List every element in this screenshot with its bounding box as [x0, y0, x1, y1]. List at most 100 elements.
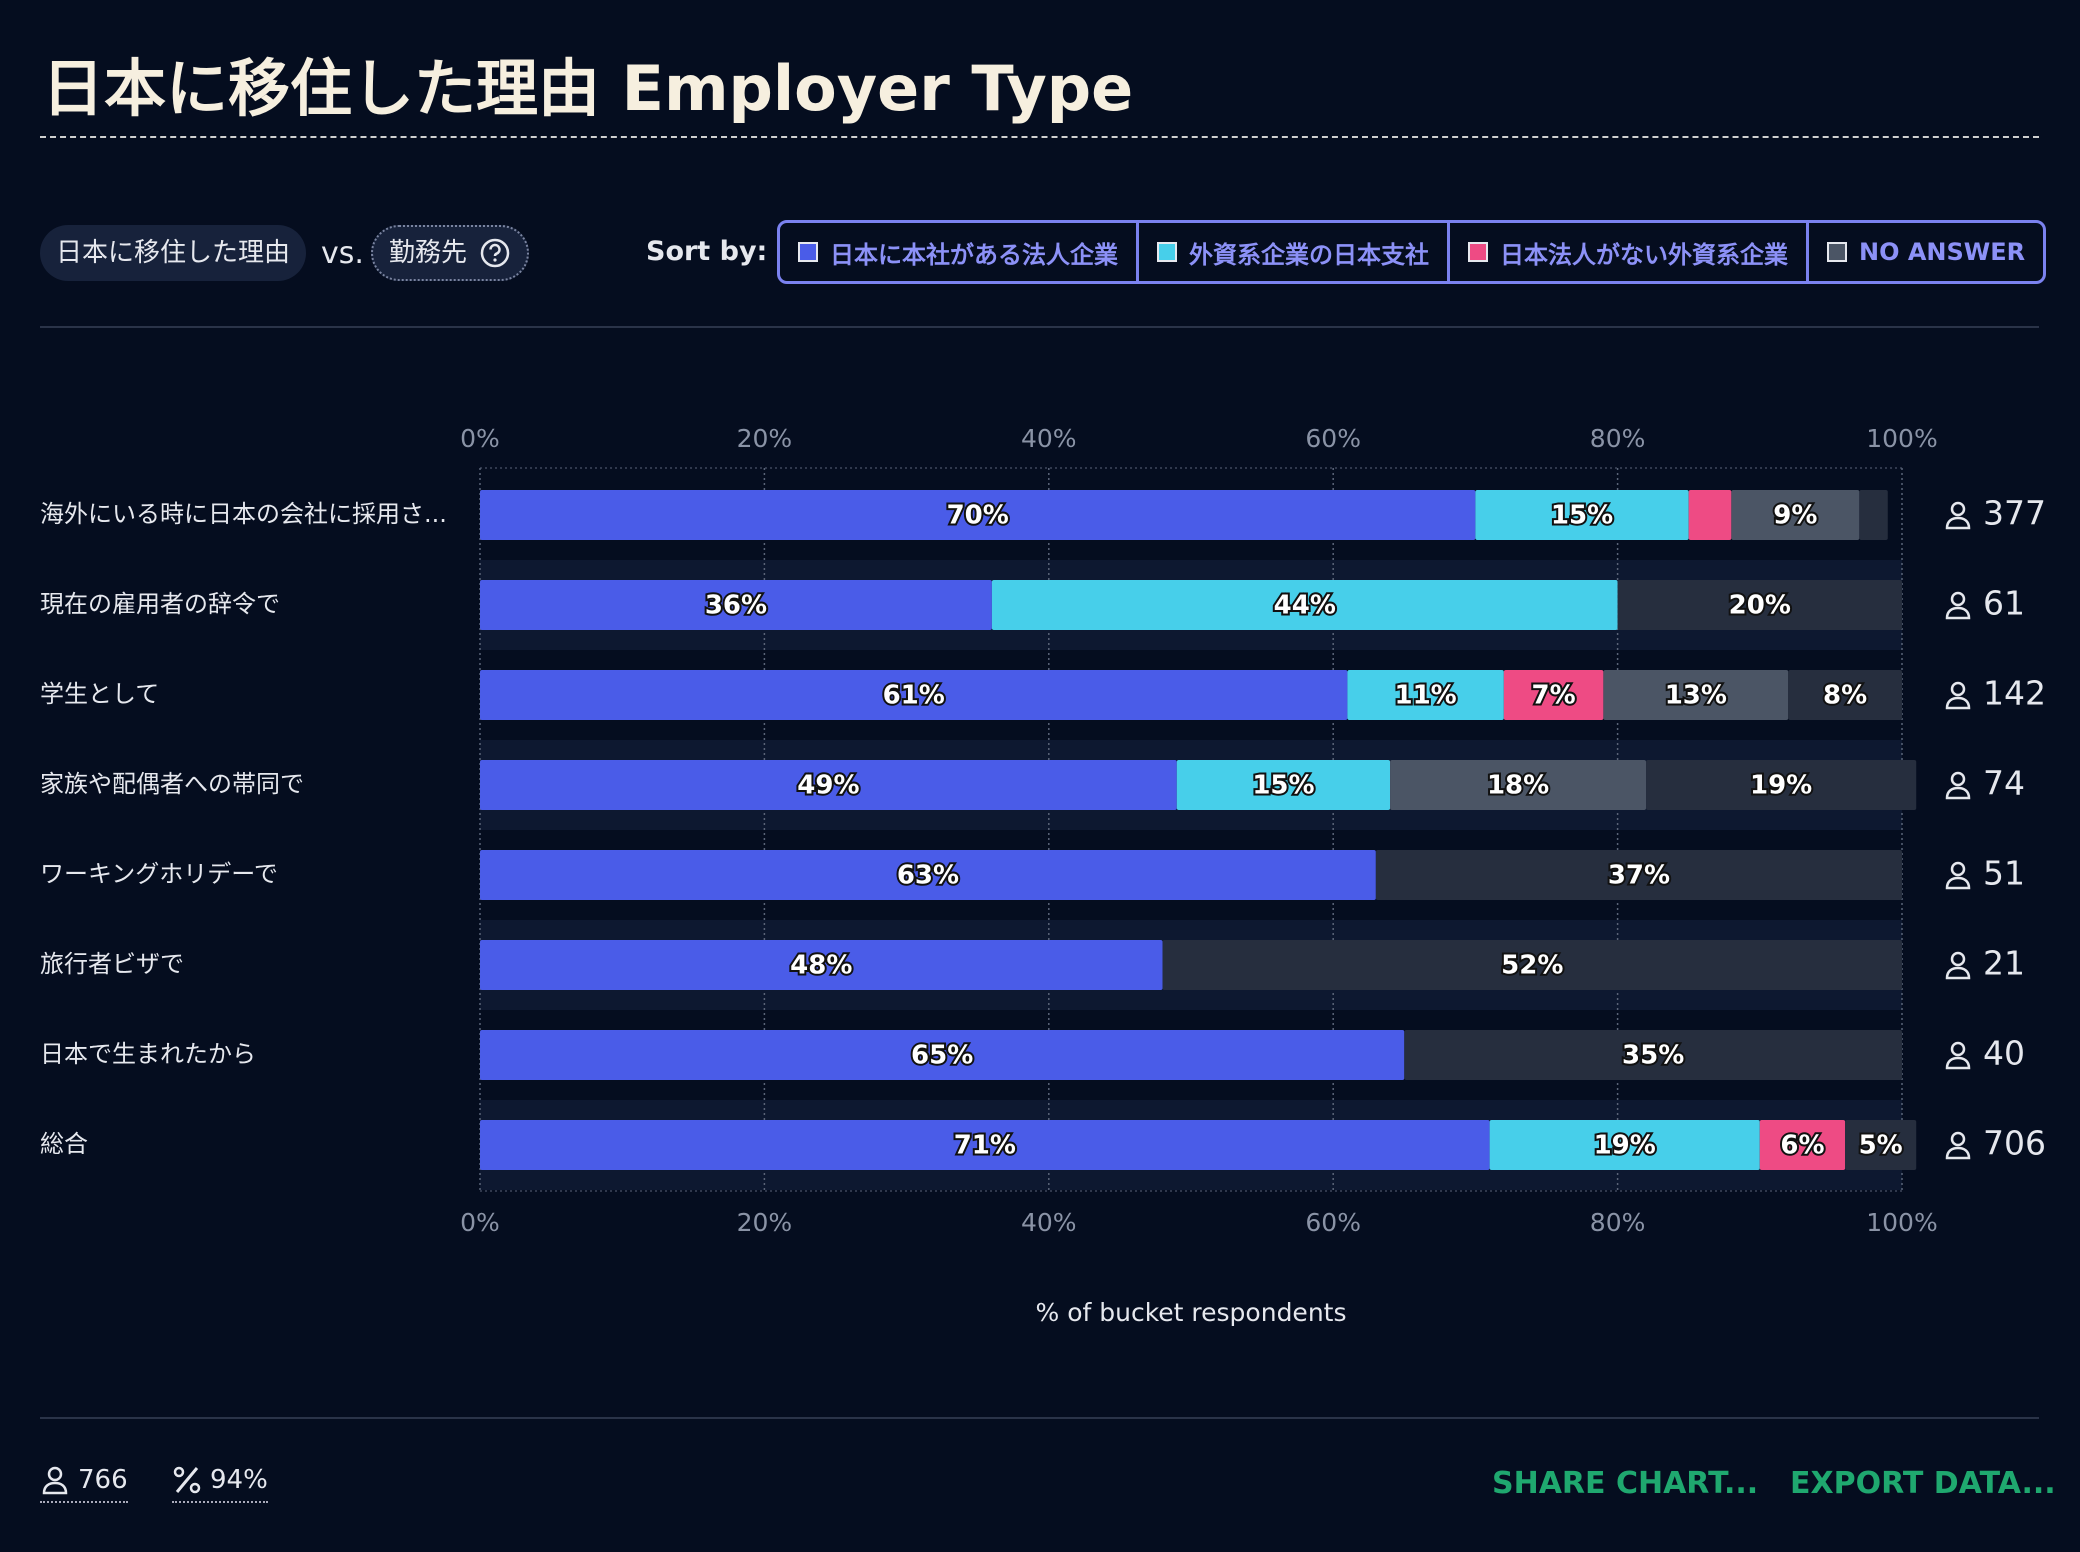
- bar-segment: [1475, 490, 1689, 540]
- bar-segment: [1375, 850, 1902, 900]
- bar-segment: [991, 580, 1618, 630]
- legend-swatch: [1827, 242, 1847, 262]
- count-label: 51: [1983, 854, 2025, 893]
- count-label: 706: [1983, 1124, 2046, 1163]
- bar-segment: [480, 670, 1348, 720]
- bar-segment: [1603, 670, 1789, 720]
- bar-segment: [480, 1030, 1405, 1080]
- chart: 0% 0% 20% 20% 40% 40% 60% 60% 80% 80% 100% 100% % of…: [40, 424, 2046, 1327]
- person-icon: [1945, 861, 1971, 890]
- percent-value: 94%: [210, 1465, 268, 1495]
- divider: [40, 1417, 2039, 1419]
- data-label: 35%: [1622, 1041, 1684, 1071]
- person-icon: [1945, 951, 1971, 980]
- legend: 日本に本社がある法人企業 外資系企業の日本支社 日本法人がない外資系企業 NO ANS…: [777, 220, 2047, 284]
- data-label: 48%: [790, 951, 852, 981]
- x-tick-label: 100%: [1866, 1208, 1937, 1237]
- x-tick-label: 60%: [1305, 1208, 1361, 1237]
- respondents[interactable]: 766: [40, 1465, 128, 1503]
- column-variable[interactable]: 勤務先: [371, 225, 530, 281]
- count-label: 377: [1983, 494, 2046, 533]
- x-tick-label: 100%: [1866, 424, 1937, 453]
- data-label: 13%: [1665, 681, 1727, 711]
- legend-swatch: [798, 242, 818, 262]
- y-tick-label: 日本で生まれたから: [40, 1040, 256, 1068]
- x-tick-label: 60%: [1305, 424, 1361, 453]
- person-icon: [1945, 1041, 1971, 1070]
- bar-segment: [1688, 490, 1732, 540]
- y-tick-label: 総合: [40, 1130, 88, 1158]
- x-axis-title: % of bucket respondents: [1036, 1298, 1347, 1327]
- person-icon: [1945, 501, 1971, 530]
- legend-item[interactable]: 外資系企業の日本支社: [1136, 223, 1447, 281]
- y-tick-label: 現在の雇用者の辞令で: [40, 590, 280, 618]
- row-variable[interactable]: 日本に移住した理由: [40, 225, 307, 281]
- bar-segment: [480, 490, 1476, 540]
- count-label: 74: [1983, 764, 2025, 803]
- legend-label: NO ANSWER: [1859, 238, 2026, 266]
- data-label: 15%: [1252, 771, 1314, 801]
- data-label: 70%: [947, 501, 1009, 531]
- data-label: 44%: [1274, 591, 1336, 621]
- bar-segment: [1489, 1120, 1760, 1170]
- legend-item[interactable]: NO ANSWER: [1806, 223, 2043, 281]
- respondents-count: 766: [78, 1465, 128, 1495]
- data-label: 8%: [1823, 681, 1867, 711]
- data-label: 52%: [1501, 951, 1563, 981]
- legend-label: 日本法人がない外資系企業: [1500, 240, 1788, 269]
- data-label: 36%: [705, 591, 767, 621]
- y-tick-label: ワーキングホリデーで: [40, 860, 278, 888]
- data-label: 20%: [1729, 591, 1791, 621]
- data-label: 37%: [1608, 861, 1670, 891]
- data-label: 18%: [1487, 771, 1549, 801]
- x-tick-label: 80%: [1590, 424, 1646, 453]
- bar-segment: [1731, 490, 1860, 540]
- help-icon: [480, 238, 510, 268]
- x-tick-label: 20%: [737, 1208, 793, 1237]
- data-label: 7%: [1532, 681, 1576, 711]
- data-label: 65%: [911, 1041, 973, 1071]
- legend-label: 外資系企業の日本支社: [1189, 240, 1429, 269]
- bar-segment: [1845, 1120, 1917, 1170]
- bar-segment: [480, 940, 1163, 990]
- data-label: 71%: [954, 1131, 1016, 1161]
- x-tick-label: 20%: [737, 424, 793, 453]
- versus: vs.: [321, 236, 364, 271]
- bar-segment: [480, 580, 992, 630]
- legend-item[interactable]: 日本に本社がある法人企業: [780, 223, 1136, 281]
- legend-label: 日本に本社がある法人企業: [830, 240, 1118, 269]
- data-label: 19%: [1594, 1131, 1656, 1161]
- export-button[interactable]: EXPORT DATA...: [1790, 1466, 2056, 1501]
- share-button[interactable]: SHARE CHART...: [1492, 1466, 1759, 1501]
- data-label: 6%: [1780, 1131, 1824, 1161]
- x-tick-label: 40%: [1021, 1208, 1077, 1237]
- data-label: 61%: [883, 681, 945, 711]
- legend-swatch: [1468, 242, 1488, 262]
- data-label: 63%: [897, 861, 959, 891]
- person-icon: [1945, 681, 1971, 710]
- data-label: 49%: [797, 771, 859, 801]
- count-label: 21: [1983, 944, 2025, 983]
- y-tick-label: 旅行者ビザで: [40, 950, 184, 978]
- person-icon: [1945, 771, 1971, 800]
- data-label: 19%: [1750, 771, 1812, 801]
- person-icon: [1945, 1131, 1971, 1160]
- data-label: 5%: [1859, 1131, 1903, 1161]
- bar-segment: [1404, 1030, 1902, 1080]
- sort-label: Sort by:: [646, 236, 768, 267]
- x-tick-label: 40%: [1021, 424, 1077, 453]
- percent-icon: [173, 1466, 201, 1494]
- y-tick-label: 学生として: [40, 680, 159, 708]
- y-tick-label: 海外にいる時に日本の会社に採用さ...: [40, 500, 447, 528]
- bar-segment: [480, 760, 1177, 810]
- person-icon: [1945, 591, 1971, 620]
- bar-segment: [1176, 760, 1391, 810]
- bar-segment: [1646, 760, 1917, 810]
- data-label: 15%: [1551, 501, 1613, 531]
- percent[interactable]: 94%: [172, 1465, 268, 1503]
- legend-item[interactable]: 日本法人がない外資系企業: [1447, 223, 1806, 281]
- person-icon: [42, 1466, 68, 1495]
- bar-segment: [1347, 670, 1504, 720]
- data-label: 11%: [1395, 681, 1457, 711]
- x-tick-label: 0%: [460, 424, 500, 453]
